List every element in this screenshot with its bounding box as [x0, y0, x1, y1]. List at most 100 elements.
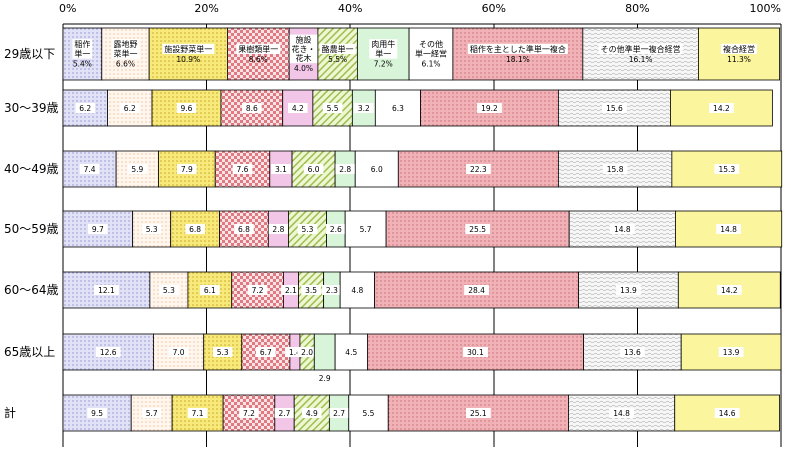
category-label-bg — [369, 39, 398, 59]
data-label: 5.5 — [363, 409, 375, 418]
category-label-bg — [467, 43, 568, 54]
series-name-label: 花木 — [296, 53, 312, 63]
data-label-bg — [168, 347, 189, 357]
data-label: 2.8 — [272, 225, 284, 234]
data-label-bg — [609, 408, 635, 418]
data-label-bg — [602, 103, 627, 113]
data-label: 6.3 — [392, 104, 404, 113]
data-label-bg — [177, 164, 197, 174]
data-label-bg — [247, 285, 268, 295]
data-label: 14.8 — [720, 225, 737, 234]
data-label: 19.2 — [481, 104, 498, 113]
data-label: 5.3 — [163, 286, 175, 295]
bar-segment — [222, 394, 276, 432]
data-label-bg — [232, 164, 253, 174]
data-label-bg — [354, 103, 374, 113]
series-name-label: 複合経営 — [723, 44, 755, 54]
data-label-bg — [141, 408, 162, 418]
data-label-bg — [301, 408, 322, 418]
y-category-label: 40～49歳 — [4, 162, 59, 176]
data-label: 6.0 — [371, 165, 383, 174]
data-label-bg — [297, 347, 317, 357]
data-label-bg — [714, 408, 740, 418]
series-name-label: 単一 — [74, 48, 90, 58]
data-label-bg — [716, 224, 741, 234]
data-label: 7.6 — [237, 165, 249, 174]
data-label: 7.2 — [252, 286, 264, 295]
data-label: 14.8 — [614, 225, 631, 234]
data-label-bg — [271, 164, 291, 174]
data-label: 3.5 — [305, 286, 317, 295]
category-label-bg — [289, 34, 318, 64]
data-label: 18.1% — [506, 55, 530, 64]
bar-row: 6.2 6.2 9.6 8.6 4.2 5.5 3.2 6.3 19.2 15.6 14.2 — [62, 89, 773, 127]
category-label-bg — [236, 43, 281, 54]
data-label: 5.4% — [73, 60, 92, 69]
series-name-label: 露地野 — [113, 39, 137, 49]
data-label: 6.0 — [308, 165, 320, 174]
data-label: 16.1% — [629, 55, 653, 64]
data-label: 7.1 — [192, 409, 204, 418]
data-label-bg — [714, 164, 740, 174]
data-label: 7.2% — [374, 60, 393, 69]
data-label-bg — [239, 408, 259, 418]
data-label-bg — [366, 164, 387, 174]
data-label: 2.8 — [339, 165, 351, 174]
data-label-bg — [301, 285, 321, 295]
data-label-bg — [119, 103, 140, 113]
data-label: 3.2 — [358, 104, 370, 113]
data-label-bg — [388, 103, 408, 113]
data-label-bg — [87, 408, 107, 418]
data-label-bg — [297, 224, 318, 234]
data-label-bg — [187, 408, 208, 418]
data-label: 15.3 — [718, 165, 735, 174]
data-label-bg — [329, 408, 349, 418]
data-label-bg — [465, 408, 491, 418]
series-name-label: 単一経営 — [415, 48, 447, 58]
data-label: 6.2 — [124, 104, 136, 113]
data-label-bg — [285, 347, 305, 357]
data-label: 5.7 — [146, 409, 158, 418]
data-label: 6.7 — [260, 348, 272, 357]
bar-row: 9.5 5.7 7.1 7.2 2.7 4.9 2.7 5.5 25.1 14.8 14.6 — [62, 394, 780, 432]
series-name-label: 稲作を主とした準単一複合 — [470, 44, 566, 54]
data-label-bg — [619, 347, 645, 357]
data-label: 14.8 — [613, 409, 630, 418]
data-label-bg — [716, 285, 742, 295]
data-label: 13.9 — [723, 348, 740, 357]
data-label: 15.8 — [607, 165, 624, 174]
data-label-bg — [127, 164, 148, 174]
data-label-bg — [234, 224, 254, 234]
y-category-label: 計 — [4, 405, 16, 420]
bar-segment — [62, 150, 117, 188]
data-label-bg — [463, 347, 488, 357]
data-label-bg — [88, 224, 108, 234]
data-label: 5.3 — [146, 225, 158, 234]
data-label: 9.7 — [92, 225, 104, 234]
data-label-bg — [242, 103, 262, 113]
data-label: 5.5 — [327, 104, 339, 113]
data-label-bg — [176, 103, 197, 113]
data-label-bg — [341, 347, 362, 357]
data-label: 14.2 — [713, 104, 730, 113]
series-name-label: その他 — [419, 39, 443, 49]
data-label: 2.7 — [333, 409, 345, 418]
data-label: 9.6 — [181, 104, 193, 113]
data-label: 7.2 — [243, 409, 255, 418]
bar-row: 12.6 7.0 5.3 6.7 1.4 2.0 2.9 4.5 30.1 13.6 13.9 — [62, 333, 782, 383]
data-label-bg — [465, 164, 491, 174]
data-label: 8.6% — [249, 55, 268, 64]
bar-row: 9.7 5.3 6.8 6.8 2.8 5.3 2.6 5.7 25.5 14.8 14.8 — [62, 210, 783, 248]
data-label: 5.5% — [328, 55, 347, 64]
data-label: 6.8 — [189, 225, 201, 234]
x-tick-label: 100% — [750, 2, 781, 15]
data-label-bg — [322, 103, 343, 113]
data-label-bg — [75, 103, 96, 113]
bar-row: 12.1 5.3 6.1 7.2 2.1 3.5 2.3 4.8 28.4 13.9 14.2 — [62, 271, 781, 309]
series-name-label: その他準単一複合経営 — [601, 44, 681, 54]
data-label-bg — [355, 224, 376, 234]
series-name-label: 酪農単一 — [322, 44, 354, 54]
data-label-bg — [141, 224, 162, 234]
x-tick-label: 80% — [625, 2, 649, 15]
